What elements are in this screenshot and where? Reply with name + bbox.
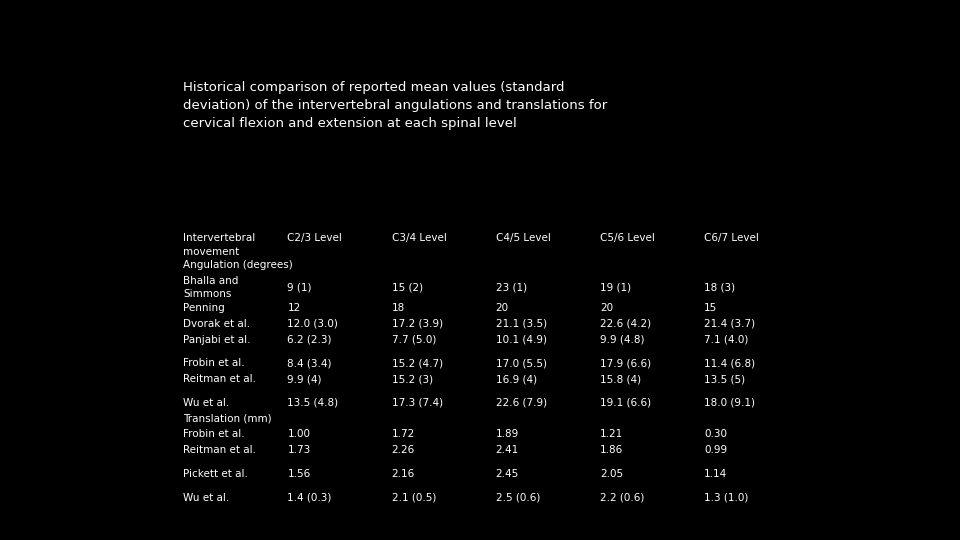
Text: Historical comparison of reported mean values (standard
deviation) of the interv: Historical comparison of reported mean v… [183, 82, 608, 131]
Text: 17.0 (5.5): 17.0 (5.5) [495, 359, 547, 368]
Text: Frobin et al.: Frobin et al. [183, 429, 245, 440]
Text: 16.9 (4): 16.9 (4) [495, 374, 537, 384]
Text: 18: 18 [392, 303, 405, 313]
Text: Reitman et al.: Reitman et al. [183, 446, 256, 455]
Text: 15: 15 [704, 303, 717, 313]
Text: C2/3 Level: C2/3 Level [287, 233, 343, 243]
Text: 2.1 (0.5): 2.1 (0.5) [392, 492, 436, 503]
Text: 1.56: 1.56 [287, 469, 311, 479]
Text: 7.7 (5.0): 7.7 (5.0) [392, 335, 436, 345]
Text: 1.14: 1.14 [704, 469, 728, 479]
Text: 13.5 (5): 13.5 (5) [704, 374, 745, 384]
Text: 1.4 (0.3): 1.4 (0.3) [287, 492, 332, 503]
Text: 8.4 (3.4): 8.4 (3.4) [287, 359, 332, 368]
Text: 17.3 (7.4): 17.3 (7.4) [392, 398, 443, 408]
Text: 7.1 (4.0): 7.1 (4.0) [704, 335, 749, 345]
Text: 15.2 (4.7): 15.2 (4.7) [392, 359, 443, 368]
Text: Bhalla and: Bhalla and [183, 276, 239, 286]
Text: 2.41: 2.41 [495, 446, 519, 455]
Text: 6.2 (2.3): 6.2 (2.3) [287, 335, 332, 345]
Text: Reitman et al.: Reitman et al. [183, 374, 256, 384]
Text: 1.89: 1.89 [495, 429, 519, 440]
Text: Panjabi et al.: Panjabi et al. [183, 335, 251, 345]
Text: Pickett et al.: Pickett et al. [183, 469, 248, 479]
Text: 15.2 (3): 15.2 (3) [392, 374, 433, 384]
Text: Penning: Penning [183, 303, 225, 313]
Text: 20: 20 [495, 303, 509, 313]
Text: 9.9 (4): 9.9 (4) [287, 374, 322, 384]
Text: 19 (1): 19 (1) [600, 282, 631, 292]
Text: C5/6 Level: C5/6 Level [600, 233, 655, 243]
Text: Frobin et al.: Frobin et al. [183, 359, 245, 368]
Text: 22.6 (7.9): 22.6 (7.9) [495, 398, 547, 408]
Text: 17.2 (3.9): 17.2 (3.9) [392, 319, 443, 329]
Text: 1.73: 1.73 [287, 446, 311, 455]
Text: 20: 20 [600, 303, 613, 313]
Text: Translation (mm): Translation (mm) [183, 414, 272, 424]
Text: 18 (3): 18 (3) [704, 282, 735, 292]
Text: C4/5 Level: C4/5 Level [495, 233, 551, 243]
Text: 0.99: 0.99 [704, 446, 727, 455]
Text: Angulation (degrees): Angulation (degrees) [183, 260, 293, 270]
Text: 2.45: 2.45 [495, 469, 519, 479]
Text: 15.8 (4): 15.8 (4) [600, 374, 641, 384]
Text: movement: movement [183, 247, 239, 256]
Text: 2.16: 2.16 [392, 469, 415, 479]
Text: 12.0 (3.0): 12.0 (3.0) [287, 319, 338, 329]
Text: 9 (1): 9 (1) [287, 282, 312, 292]
Text: 21.4 (3.7): 21.4 (3.7) [704, 319, 756, 329]
Text: 15 (2): 15 (2) [392, 282, 422, 292]
Text: 22.6 (4.2): 22.6 (4.2) [600, 319, 651, 329]
Text: 2.05: 2.05 [600, 469, 623, 479]
Text: Wu et al.: Wu et al. [183, 492, 229, 503]
Text: C3/4 Level: C3/4 Level [392, 233, 446, 243]
Text: 0.30: 0.30 [704, 429, 727, 440]
Text: 21.1 (3.5): 21.1 (3.5) [495, 319, 547, 329]
Text: 18.0 (9.1): 18.0 (9.1) [704, 398, 756, 408]
Text: C6/7 Level: C6/7 Level [704, 233, 759, 243]
Text: Wu et al.: Wu et al. [183, 398, 229, 408]
Text: 11.4 (6.8): 11.4 (6.8) [704, 359, 756, 368]
Text: 13.5 (4.8): 13.5 (4.8) [287, 398, 339, 408]
Text: 12: 12 [287, 303, 300, 313]
Text: 1.21: 1.21 [600, 429, 623, 440]
Text: 1.00: 1.00 [287, 429, 310, 440]
Text: 1.3 (1.0): 1.3 (1.0) [704, 492, 749, 503]
Text: 2.5 (0.6): 2.5 (0.6) [495, 492, 540, 503]
Text: 1.72: 1.72 [392, 429, 415, 440]
Text: 2.26: 2.26 [392, 446, 415, 455]
Text: Intervertebral: Intervertebral [183, 233, 255, 243]
Text: 1.86: 1.86 [600, 446, 623, 455]
Text: Simmons: Simmons [183, 289, 231, 300]
Text: 10.1 (4.9): 10.1 (4.9) [495, 335, 547, 345]
Text: 2.2 (0.6): 2.2 (0.6) [600, 492, 644, 503]
Text: 19.1 (6.6): 19.1 (6.6) [600, 398, 651, 408]
Text: 23 (1): 23 (1) [495, 282, 527, 292]
Text: 17.9 (6.6): 17.9 (6.6) [600, 359, 651, 368]
Text: 9.9 (4.8): 9.9 (4.8) [600, 335, 644, 345]
Text: Dvorak et al.: Dvorak et al. [183, 319, 251, 329]
